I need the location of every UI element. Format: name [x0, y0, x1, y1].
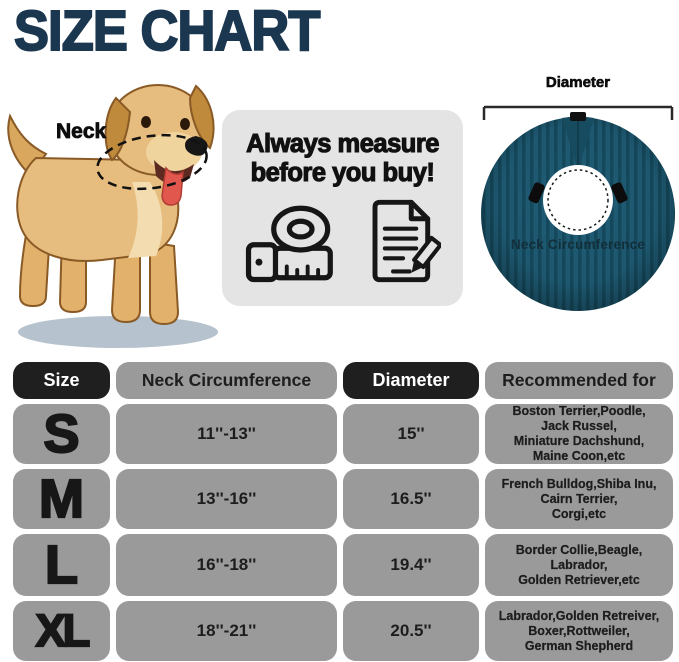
document-pencil-icon — [372, 199, 441, 283]
table-row-xl-size: XL — [13, 601, 110, 661]
table-row-m-size: M — [13, 468, 110, 530]
diameter-label: Diameter — [545, 74, 611, 92]
tape-measure-icon — [245, 205, 333, 283]
measure-message: Always measure before you buy! — [246, 129, 440, 187]
table-row-l-size: L — [13, 534, 110, 596]
dog-cone-product-image — [481, 105, 675, 311]
size-table: Size Neck Circumference Diameter Recomme… — [13, 362, 674, 661]
table-row-m-neck: 13''-16'' — [116, 469, 337, 529]
table-row-s-recommended: Boston Terrier,Poodle, Jack Russel, Mini… — [485, 404, 673, 464]
measure-reminder-box: Always measure before you buy! — [222, 110, 463, 306]
page-title: SIZE CHART — [13, 0, 321, 64]
table-row-l-neck: 16''-18'' — [116, 534, 337, 596]
table-row-s-size: S — [13, 403, 110, 465]
table-row-m-recommended: French Bulldog,Shiba Inu, Cairn Terrier,… — [485, 469, 673, 529]
column-header-size: Size — [13, 362, 110, 399]
table-row-l-diameter: 19.4'' — [343, 534, 479, 596]
table-row-m-diameter: 16.5'' — [343, 469, 479, 529]
table-row-s-diameter: 15'' — [343, 404, 479, 464]
table-row-xl-neck: 18''-21'' — [116, 601, 337, 661]
diameter-bracket — [482, 105, 674, 120]
column-header-diameter: Diameter — [343, 362, 479, 399]
neck-circumference-label: Neck Circumference — [510, 237, 646, 252]
table-row-s-neck: 11''-13'' — [116, 404, 337, 464]
neck-label: Neck — [56, 120, 107, 144]
column-header-neck-circumference: Neck Circumference — [116, 362, 337, 399]
measure-icons-row — [222, 199, 463, 283]
table-row-xl-diameter: 20.5'' — [343, 601, 479, 661]
table-row-l-recommended: Border Collie,Beagle, Labrador, Golden R… — [485, 534, 673, 596]
table-row-xl-recommended: Labrador,Golden Retreiver, Boxer,Rottwei… — [485, 601, 673, 661]
column-header-recommended-for: Recommended for — [485, 362, 673, 399]
neck-measure-dashed-ellipse — [96, 133, 208, 191]
golden-retriever-illustration — [7, 84, 218, 348]
